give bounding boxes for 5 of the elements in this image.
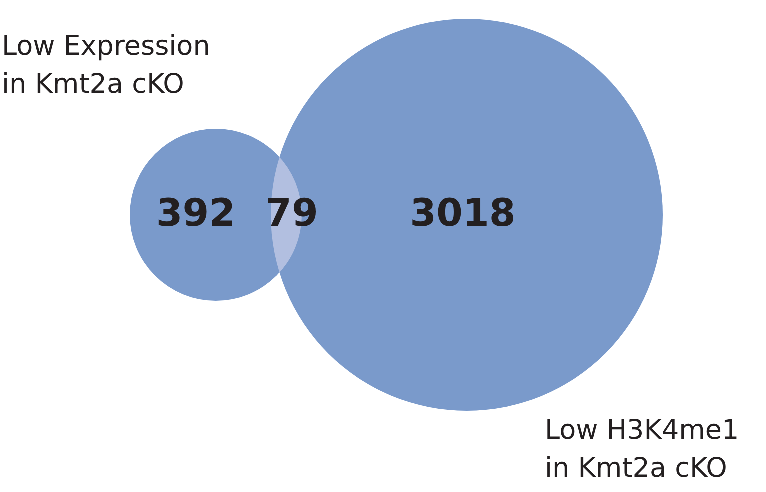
data-label: 79 xyxy=(266,191,318,235)
data-label: 392 xyxy=(156,191,236,235)
text: Low Expression in Kmt2a cKO xyxy=(2,30,212,102)
data-label: 3018 xyxy=(410,191,516,235)
text: Low H3K4me1 in Kmt2a cKO xyxy=(545,414,740,486)
